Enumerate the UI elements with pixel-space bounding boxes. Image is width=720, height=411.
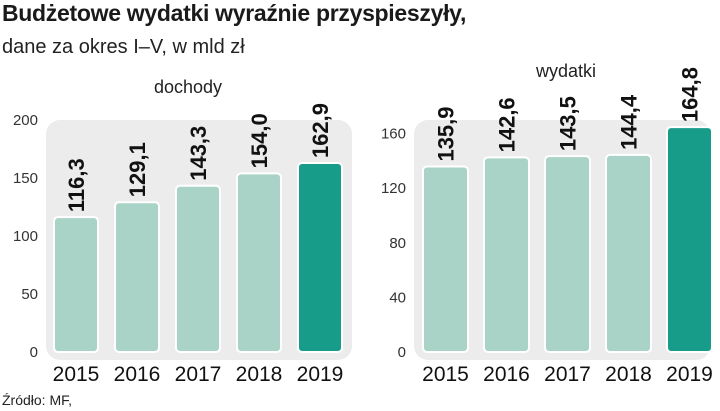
value-label: 162,9 <box>308 103 333 158</box>
x-category-label: 2019 <box>666 363 713 386</box>
x-category-label: 2017 <box>544 363 591 386</box>
chart-dochody: dochody 0 50 100 150 200 116,3 2015 129,1 2016 143… <box>13 77 352 386</box>
y-tick-label: 0 <box>398 344 406 361</box>
value-label: 144,4 <box>617 94 642 150</box>
bar-2015 <box>422 165 469 353</box>
value-label: 143,5 <box>556 96 581 151</box>
bar-2015 <box>53 216 99 353</box>
bar-2017 <box>544 155 591 353</box>
bar-2018 <box>236 172 282 353</box>
y-tick-label: 200 <box>13 112 38 129</box>
x-category-label: 2018 <box>605 363 652 386</box>
bar-2019 <box>666 126 713 354</box>
bar-2018 <box>605 153 652 353</box>
value-label: 142,6 <box>495 97 520 152</box>
y-tick-label: 0 <box>30 344 38 361</box>
x-category-label: 2019 <box>297 363 344 386</box>
chart-subtitle: dane za okres I–V, w mld zł <box>2 36 245 58</box>
bar-2019 <box>297 162 343 353</box>
y-tick-label: 120 <box>381 180 406 197</box>
value-label: 164,8 <box>678 67 703 122</box>
value-label: 129,1 <box>125 142 150 197</box>
chart-series-title: dochody <box>154 77 222 97</box>
x-category-label: 2015 <box>422 363 469 386</box>
y-tick-label: 160 <box>381 126 406 143</box>
bar-2016 <box>114 201 160 353</box>
y-tick-label: 100 <box>13 228 38 245</box>
chart-series-title: wydatki <box>535 61 596 81</box>
value-label: 154,0 <box>247 113 272 168</box>
bar-2017 <box>175 184 221 353</box>
source-note: Źródło: MF, <box>2 392 73 408</box>
x-category-label: 2017 <box>175 363 222 386</box>
x-category-label: 2018 <box>236 363 283 386</box>
y-tick-label: 50 <box>21 286 38 303</box>
x-category-label: 2015 <box>53 363 100 386</box>
x-category-label: 2016 <box>114 363 161 386</box>
y-tick-label: 80 <box>389 235 406 252</box>
chart-wydatki: wydatki 0 40 80 120 160 135,9 2015 142,6 2016 143,… <box>381 61 713 386</box>
value-label: 135,9 <box>434 106 459 161</box>
value-label: 143,3 <box>186 126 211 181</box>
y-tick-label: 150 <box>13 170 38 187</box>
bar-2016 <box>483 156 530 353</box>
chart-title: Budżetowe wydatki wyraźnie przyspieszyły… <box>2 0 467 26</box>
y-tick-label: 40 <box>389 289 406 306</box>
value-label: 116,3 <box>64 158 89 212</box>
x-category-label: 2016 <box>483 363 530 386</box>
